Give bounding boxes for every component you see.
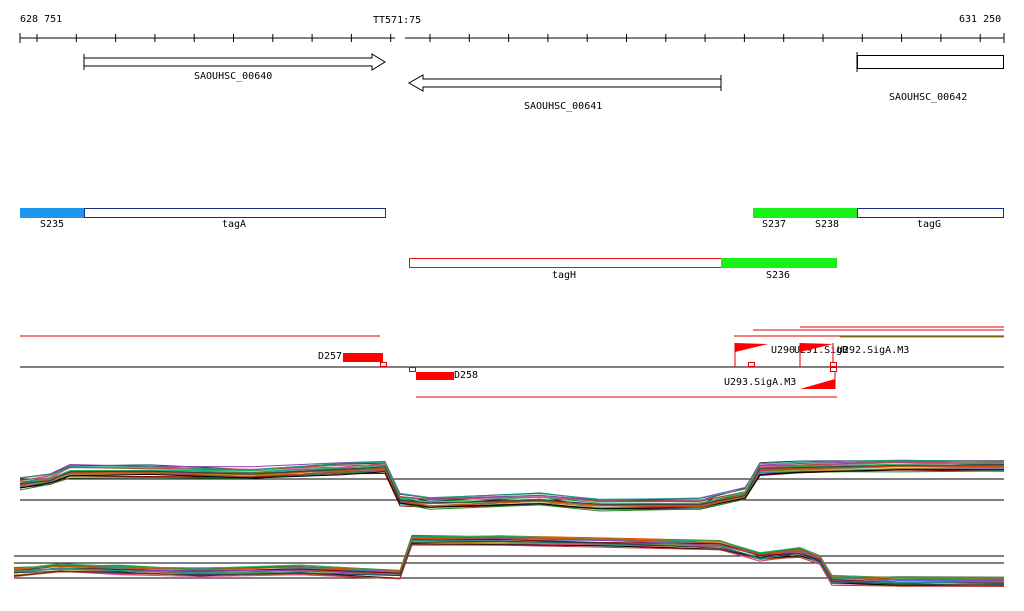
feature-taga-box[interactable]	[84, 208, 386, 218]
feature-label-tagh: tagH	[552, 270, 577, 281]
gene-arrow-00640[interactable]	[83, 53, 386, 71]
annotation-label-u290: U290	[771, 345, 796, 356]
gene-arrow-00641[interactable]	[407, 74, 722, 92]
annotation-label-u293: U293.SigA.M3	[724, 377, 797, 388]
track2-trace	[13, 539, 1005, 585]
annotation-u293-marker[interactable]	[800, 379, 835, 389]
feature-s236-block[interactable]	[721, 258, 837, 268]
track1-trace	[19, 459, 1005, 500]
annotation-label-u292: U292.SigA.M3	[837, 345, 910, 356]
ruler-end-label: 631 250	[959, 14, 1002, 25]
feature-label-s236: S236	[766, 270, 791, 281]
track2-trace	[13, 537, 1005, 580]
ruler-center-label: TT571:75	[373, 15, 422, 26]
feature-label-tagg: tagG	[917, 219, 942, 230]
gene-label-00640[interactable]: SAOUHSC_00640	[194, 71, 273, 82]
feature-s237-s238-block[interactable]	[753, 208, 858, 218]
annotation-d258-block[interactable]	[416, 372, 454, 380]
track2-trace	[13, 540, 1005, 586]
track2-trace	[13, 535, 1005, 579]
feature-label-taga: tagA	[222, 219, 247, 230]
annotation-label-d257: D257	[318, 351, 343, 362]
feature-label-s235: S235	[40, 219, 65, 230]
annotation-u292-marker[interactable]	[800, 343, 833, 352]
gene-label-00642[interactable]: SAOUHSC_00642	[889, 92, 968, 103]
track1-trace	[19, 469, 1005, 510]
expression-track-2[interactable]	[13, 534, 1005, 587]
track2-trace	[13, 544, 1005, 587]
track1-trace	[19, 461, 1005, 502]
track1-trace	[19, 464, 1005, 505]
track2-trace	[13, 537, 1005, 583]
annotation-track	[20, 326, 1004, 398]
feature-label-s237: S237	[762, 219, 787, 230]
feature-s235-block[interactable]	[20, 208, 85, 218]
annotation-label-d258: D258	[454, 370, 479, 381]
track1-trace	[19, 460, 1005, 501]
feature-tagg-box[interactable]	[857, 208, 1004, 218]
annotation-d257-block[interactable]	[343, 353, 383, 362]
track1-trace	[19, 465, 1005, 507]
track2-trace	[13, 541, 1005, 587]
gene-arrow-00642[interactable]	[856, 52, 1004, 72]
expression-track-1[interactable]	[19, 459, 1005, 512]
gene-label-00641[interactable]: SAOUHSC_00641	[524, 101, 603, 112]
track1-trace	[19, 469, 1004, 510]
ruler	[19, 33, 1005, 43]
track1-trace	[19, 469, 1005, 510]
feature-label-s238: S238	[815, 219, 840, 230]
annotation-label-u291-overlap: U291.SigB	[794, 345, 849, 356]
annotation-u290-marker[interactable]	[735, 343, 768, 352]
ruler-start-label: 628 751	[20, 14, 63, 25]
